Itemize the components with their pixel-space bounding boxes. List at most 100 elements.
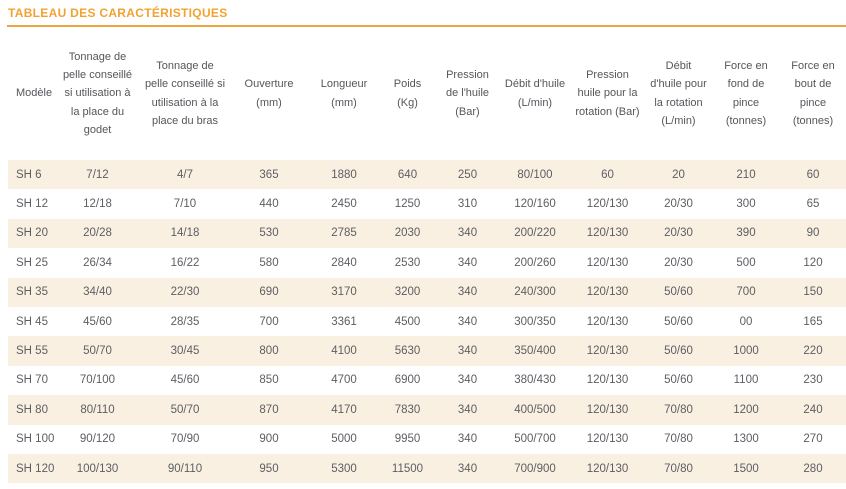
table-header-row: Modèle Tonnage de pelle conseillé si util… — [8, 27, 846, 160]
value-cell: 220 — [803, 345, 823, 358]
value-cell: 50/60 — [664, 345, 693, 358]
value-cell: 4170 — [331, 403, 357, 416]
value-cell: 700 — [259, 315, 279, 328]
value-cell: 4700 — [331, 374, 357, 387]
column-header-4: Longueur (mm) — [320, 78, 368, 109]
value-cell: 120/130 — [586, 462, 629, 475]
value-cell: 20/30 — [664, 256, 693, 269]
value-cell: 1000 — [733, 345, 759, 358]
value-cell: 100/130 — [76, 462, 119, 475]
value-cell: 45/60 — [170, 374, 200, 387]
column-header-2: Tonnage de pelle conseillé si utilisatio… — [144, 60, 226, 127]
table-row: SH 20 20/28 14/18 530 2785 2030 340 200/220 120/… — [8, 218, 846, 249]
value-cell: 300/350 — [514, 315, 556, 328]
column-header-0: Modèle — [16, 87, 53, 100]
value-cell: 7/12 — [86, 168, 109, 181]
table-row: SH 80 80/110 50/70 870 4170 7830 340 400/500 120… — [8, 395, 846, 425]
value-cell: 120/130 — [586, 374, 629, 387]
value-cell: 9950 — [394, 433, 421, 446]
model-cell: SH 45 — [16, 315, 48, 328]
value-cell: 3200 — [394, 286, 421, 299]
value-cell: 90/120 — [79, 433, 116, 446]
value-cell: 5300 — [331, 462, 357, 475]
column-header-6: Pression de l'huile (Bar) — [445, 69, 490, 118]
value-cell: 4500 — [394, 315, 421, 328]
value-cell: 7830 — [394, 403, 421, 416]
value-cell: 70/90 — [170, 433, 200, 446]
model-cell: SH 20 — [16, 227, 48, 240]
value-cell: 120/130 — [586, 286, 629, 299]
characteristics-table: Modèle Tonnage de pelle conseillé si util… — [8, 27, 846, 484]
column-header-11: Force en bout de pince (tonnes) — [791, 60, 835, 127]
value-cell: 200/260 — [514, 256, 556, 269]
table-row: SH 55 50/70 30/45 800 4100 5630 340 350/400 120/… — [8, 336, 846, 366]
table-row: SH 100 90/120 70/90 900 5000 9950 340 500/700 12… — [8, 425, 846, 454]
value-cell: 120/130 — [586, 403, 629, 416]
value-cell: 3170 — [331, 286, 357, 299]
value-cell: 34/40 — [83, 286, 112, 299]
value-cell: 2450 — [331, 198, 357, 211]
model-cell: SH 70 — [16, 374, 48, 387]
value-cell: 45/60 — [83, 315, 112, 328]
value-cell: 16/22 — [170, 256, 200, 269]
value-cell: 30/45 — [170, 345, 200, 358]
value-cell: 28/35 — [170, 315, 200, 328]
table-row: SH 45 45/60 28/35 700 3361 4500 340 300/350 120/… — [8, 307, 846, 336]
value-cell: 850 — [259, 374, 279, 387]
value-cell: 440 — [259, 198, 279, 211]
value-cell: 270 — [803, 433, 823, 446]
value-cell: 380/430 — [514, 374, 556, 387]
table-row: SH 12 12/18 7/10 440 2450 1250 310 120/160 120/1… — [8, 189, 846, 218]
value-cell: 580 — [259, 256, 279, 269]
value-cell: 7/10 — [173, 198, 197, 211]
value-cell: 120/130 — [586, 433, 629, 446]
table-row: SH 70 70/100 45/60 850 4700 6900 340 380/430 120… — [8, 366, 846, 395]
value-cell: 22/30 — [170, 286, 200, 299]
value-cell: 2030 — [394, 227, 421, 240]
value-cell: 70/80 — [664, 403, 693, 416]
title-underline-rule — [7, 25, 846, 27]
value-cell: 50/60 — [664, 286, 693, 299]
value-cell: 5630 — [394, 345, 421, 358]
value-cell: 2785 — [331, 227, 357, 240]
value-cell: 120/130 — [586, 315, 629, 328]
value-cell: 5000 — [331, 433, 357, 446]
value-cell: 365 — [259, 168, 279, 181]
value-cell: 310 — [457, 198, 478, 211]
value-cell: 340 — [457, 227, 478, 240]
value-cell: 900 — [259, 433, 279, 446]
value-cell: 1250 — [394, 198, 421, 211]
column-header-1: Tonnage de pelle conseillé si utilisatio… — [62, 51, 133, 136]
value-cell: 390 — [736, 227, 756, 240]
value-cell: 1880 — [331, 168, 357, 181]
value-cell: 200/220 — [514, 227, 556, 240]
value-cell: 2840 — [331, 256, 357, 269]
table-row: SH 6 7/12 4/7 365 1880 640 250 80/100 60 20 210 60 — [8, 160, 846, 190]
value-cell: 280 — [803, 462, 823, 475]
value-cell: 400/500 — [514, 403, 556, 416]
value-cell: 20/30 — [664, 198, 693, 211]
value-cell: 340 — [457, 462, 478, 475]
model-cell: SH 100 — [16, 433, 55, 446]
value-cell: 700 — [736, 286, 756, 299]
value-cell: 120/130 — [586, 227, 629, 240]
value-cell: 50/70 — [83, 345, 112, 358]
value-cell: 2530 — [394, 256, 421, 269]
value-cell: 800 — [259, 345, 279, 358]
value-cell: 500 — [736, 256, 756, 269]
value-cell: 120/130 — [586, 198, 629, 211]
value-cell: 70/80 — [664, 462, 693, 475]
value-cell: 340 — [457, 345, 478, 358]
value-cell: 20 — [672, 168, 685, 181]
value-cell: 80/100 — [517, 168, 553, 181]
value-cell: 120/160 — [514, 198, 556, 211]
value-cell: 6900 — [394, 374, 421, 387]
model-cell: SH 6 — [16, 168, 42, 181]
value-cell: 340 — [457, 433, 478, 446]
value-cell: 90 — [806, 227, 820, 240]
value-cell: 60 — [601, 168, 614, 181]
table-row: SH 120 100/130 90/110 950 5300 11500 340 700/90… — [8, 453, 846, 484]
value-cell: 300 — [736, 198, 756, 211]
value-cell: 530 — [259, 227, 279, 240]
value-cell: 50/70 — [170, 403, 200, 416]
